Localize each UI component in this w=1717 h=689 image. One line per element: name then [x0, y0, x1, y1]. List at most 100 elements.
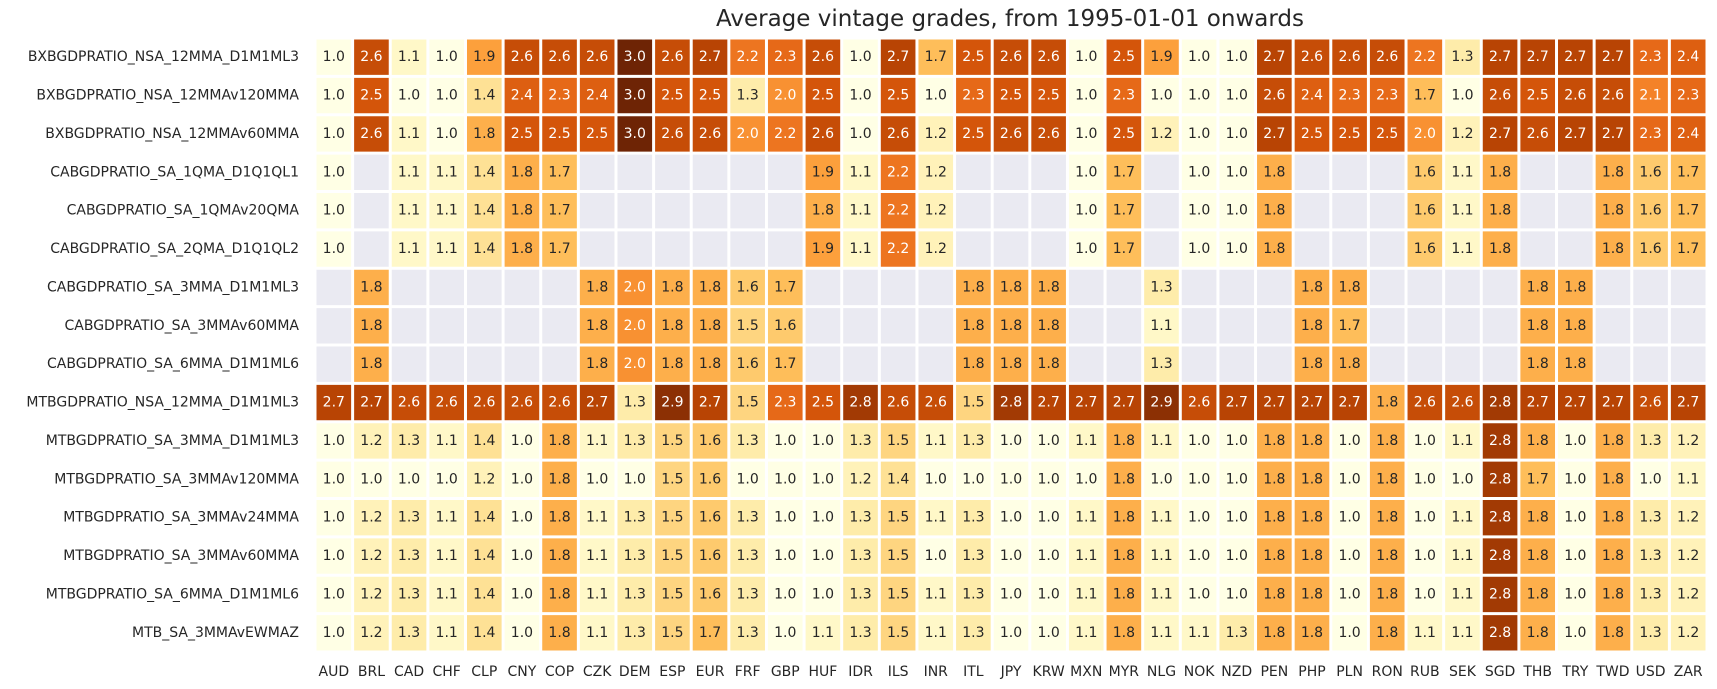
cell-value-label: 2.3	[774, 49, 796, 65]
column-labels: AUD BRL CAD CHF CLP CNY COP CZK DEM ESP EUR FRF GBP H…	[319, 664, 1703, 680]
cell-value-label: 1.8	[1602, 625, 1624, 641]
heatmap-cell-empty	[805, 346, 841, 382]
cell-value-label: 2.5	[511, 126, 533, 142]
cell-value-label: 1.3	[849, 586, 871, 602]
cell-value-label: 2.6	[1602, 88, 1624, 104]
heatmap-cell	[429, 39, 464, 75]
cell-value-label: 1.2	[925, 164, 947, 180]
heatmap-cell	[579, 77, 615, 114]
cell-value-label: 1.8	[1564, 356, 1586, 372]
heatmap-cell	[1445, 423, 1480, 459]
heatmap-cell	[805, 77, 841, 114]
cell-value-label: 1.1	[1075, 433, 1097, 449]
heatmap-cell	[1670, 193, 1706, 229]
cell-value-label: 1.3	[1639, 586, 1661, 602]
column-label: KRW	[1033, 664, 1065, 680]
cell-value-label: 1.0	[1000, 586, 1022, 602]
heatmap-cell-empty	[1445, 346, 1480, 382]
heatmap-cell	[1106, 384, 1142, 421]
heatmap-cell	[504, 77, 540, 114]
cell-value-label: 1.9	[812, 241, 834, 257]
cell-value-label: 1.8	[1263, 433, 1285, 449]
cell-value-label: 1.8	[1000, 318, 1022, 334]
column-label: PEN	[1260, 664, 1288, 680]
heatmap-cell	[1257, 384, 1292, 421]
heatmap-cell	[1031, 116, 1066, 152]
heatmap-cell	[617, 423, 653, 459]
cell-value-label: 1.0	[1188, 586, 1210, 602]
cell-value-label: 1.9	[1150, 49, 1172, 65]
heatmap-cell	[1482, 154, 1518, 190]
heatmap-cell	[1633, 39, 1668, 75]
cell-value-label: 2.7	[1527, 395, 1549, 411]
cell-value-label: 1.7	[774, 279, 796, 295]
heatmap-cell	[1068, 154, 1104, 190]
cell-value-label: 1.6	[1639, 241, 1661, 257]
heatmap-cell	[354, 116, 389, 152]
cell-value-label: 1.0	[1226, 241, 1248, 257]
heatmap-cell	[579, 500, 615, 536]
heatmap-cell	[504, 500, 540, 536]
heatmap-cell-empty	[1031, 193, 1066, 229]
cell-value-label: 1.3	[1639, 625, 1661, 641]
heatmap-cell	[504, 461, 540, 497]
heatmap-cell	[354, 346, 389, 382]
heatmap-cell	[316, 461, 352, 497]
heatmap-cell	[880, 615, 916, 651]
cell-value-label: 2.7	[1037, 395, 1059, 411]
cell-value-label: 1.0	[1150, 471, 1172, 487]
cell-value-label: 1.8	[586, 279, 608, 295]
heatmap-cell-empty	[579, 154, 615, 190]
heatmap-cell	[1633, 231, 1668, 267]
heatmap-cell	[918, 500, 954, 536]
heatmap-cell-empty	[1445, 269, 1480, 306]
heatmap-cell-empty	[1219, 346, 1255, 382]
column-label: CZK	[583, 664, 612, 680]
heatmap-cell	[1558, 384, 1593, 421]
heatmap-cell	[429, 461, 464, 497]
cell-value-label: 1.1	[436, 241, 458, 257]
heatmap-cell	[1257, 39, 1292, 75]
cell-value-label: 1.8	[1113, 625, 1135, 641]
cell-value-label: 2.8	[1489, 471, 1511, 487]
cell-value-label: 1.1	[849, 164, 871, 180]
heatmap-cell	[843, 77, 878, 114]
heatmap-cell-empty	[1633, 346, 1668, 382]
cell-value-label: 1.3	[737, 510, 759, 526]
heatmap-cell	[1106, 500, 1142, 536]
cell-value-label: 1.3	[737, 586, 759, 602]
heatmap-cell	[542, 154, 577, 190]
heatmap-cell	[655, 461, 690, 497]
heatmap-cell-empty	[1294, 231, 1330, 267]
heatmap-cell	[391, 538, 427, 574]
heatmap-cell-empty	[1482, 269, 1518, 306]
heatmap-cell	[1031, 423, 1066, 459]
cell-value-label: 1.0	[925, 548, 947, 564]
heatmap-cell-empty	[1369, 269, 1405, 306]
heatmap-cell	[617, 269, 653, 306]
cell-value-label: 1.8	[1113, 510, 1135, 526]
heatmap-cell	[805, 384, 841, 421]
cell-value-label: 1.3	[737, 88, 759, 104]
cell-value-label: 1.3	[1150, 279, 1172, 295]
heatmap-cell	[1219, 384, 1255, 421]
heatmap-cell	[956, 538, 991, 574]
heatmap-cell	[1520, 39, 1556, 75]
cell-value-label: 2.6	[699, 126, 721, 142]
column-label: NOK	[1184, 664, 1215, 680]
cell-value-label: 2.5	[962, 126, 984, 142]
cell-value-label: 1.8	[1527, 279, 1549, 295]
cell-value-label: 2.6	[661, 126, 683, 142]
heatmap-cell	[1257, 461, 1292, 497]
heatmap-cell	[1294, 39, 1330, 75]
cell-value-label: 1.0	[436, 126, 458, 142]
cell-value-label: 1.5	[962, 395, 984, 411]
heatmap-cell	[1294, 576, 1330, 613]
cell-value-label: 1.5	[661, 510, 683, 526]
cell-value-label: 1.7	[548, 164, 570, 180]
cell-value-label: 2.7	[1527, 49, 1549, 65]
cell-value-label: 1.8	[1000, 279, 1022, 295]
cell-value-label: 1.8	[1301, 510, 1323, 526]
cell-value-label: 1.7	[1113, 203, 1135, 219]
cell-value-label: 1.1	[1451, 433, 1473, 449]
